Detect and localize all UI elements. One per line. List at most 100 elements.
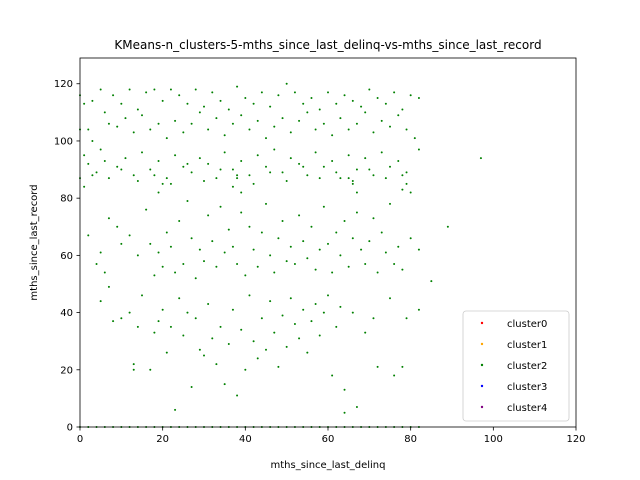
data-point	[327, 91, 329, 94]
data-point	[198, 248, 201, 251]
data-point	[355, 168, 358, 171]
data-point	[351, 180, 354, 182]
data-point	[99, 300, 102, 303]
data-point	[343, 388, 346, 391]
data-point	[293, 91, 296, 94]
data-point	[211, 91, 214, 94]
data-point	[231, 122, 234, 125]
data-point	[351, 99, 354, 102]
data-point	[343, 411, 346, 414]
data-point	[215, 363, 218, 366]
data-point	[157, 191, 160, 194]
data-point	[318, 334, 321, 337]
data-point	[227, 343, 230, 346]
data-point	[289, 157, 292, 160]
data-point	[112, 94, 115, 97]
data-point	[260, 91, 263, 94]
data-point	[165, 137, 168, 140]
data-point	[227, 228, 230, 231]
data-point	[161, 182, 164, 185]
data-point	[355, 191, 358, 194]
data-point	[103, 271, 106, 274]
data-point	[273, 331, 276, 334]
data-point	[161, 265, 164, 268]
legend-box	[462, 310, 570, 422]
data-point	[83, 154, 86, 157]
data-point	[169, 88, 172, 91]
data-point	[244, 368, 247, 371]
data-point	[132, 131, 135, 134]
data-point	[190, 237, 193, 240]
data-point	[269, 300, 272, 303]
data-point	[331, 134, 334, 137]
legend-marker	[480, 363, 484, 367]
data-point	[364, 331, 367, 334]
data-point	[285, 82, 288, 85]
data-point	[240, 211, 243, 214]
data-point	[132, 363, 135, 366]
data-point	[231, 245, 234, 248]
data-point	[203, 260, 205, 263]
data-point	[368, 168, 371, 171]
data-point	[248, 294, 251, 297]
data-point	[178, 94, 181, 97]
data-point	[182, 262, 185, 265]
data-point	[314, 268, 317, 271]
data-point	[401, 108, 404, 111]
data-point	[380, 151, 383, 154]
chart-title: KMeans-n_clusters-5-mths_since_last_deli…	[114, 38, 541, 52]
data-point	[236, 85, 239, 88]
data-point	[157, 251, 160, 254]
data-point	[203, 105, 205, 108]
data-point	[83, 102, 86, 105]
data-point	[174, 408, 177, 411]
data-point	[430, 280, 433, 283]
data-point	[335, 231, 338, 234]
data-point	[174, 154, 177, 157]
data-point	[219, 325, 222, 328]
x-tick-label: 0	[77, 434, 83, 445]
data-point	[91, 99, 94, 102]
data-point	[178, 297, 181, 300]
data-point	[281, 171, 284, 174]
data-point	[231, 185, 234, 188]
data-point	[277, 237, 280, 240]
data-point	[360, 105, 363, 108]
data-point	[219, 205, 222, 208]
data-point	[124, 117, 127, 120]
data-point	[120, 317, 123, 320]
data-point	[347, 265, 350, 268]
legend-label: cluster1	[507, 340, 547, 351]
data-point	[405, 128, 408, 131]
data-point	[236, 174, 239, 177]
legend-marker	[480, 405, 484, 409]
data-point	[215, 177, 218, 180]
data-point	[178, 220, 181, 223]
data-point	[405, 171, 408, 174]
data-point	[314, 303, 317, 305]
data-point	[231, 308, 234, 311]
data-point	[306, 351, 309, 354]
data-point	[327, 242, 329, 245]
data-point	[397, 159, 400, 162]
data-point	[393, 262, 396, 265]
data-point	[260, 231, 263, 234]
data-point	[132, 368, 135, 371]
data-point	[265, 137, 267, 140]
data-point	[351, 182, 354, 185]
data-point	[368, 88, 371, 91]
legend-label: cluster2	[507, 361, 547, 372]
data-point	[285, 260, 288, 263]
data-point	[269, 171, 272, 174]
data-point	[83, 185, 86, 188]
data-point	[446, 225, 449, 228]
data-point	[223, 251, 226, 254]
y-axis-label: mths_since_last_record	[29, 184, 40, 300]
data-point	[157, 122, 160, 125]
data-point	[252, 102, 255, 105]
data-point	[136, 254, 139, 257]
x-tick-label: 60	[322, 434, 335, 445]
data-point	[107, 217, 110, 220]
data-point	[186, 102, 189, 105]
